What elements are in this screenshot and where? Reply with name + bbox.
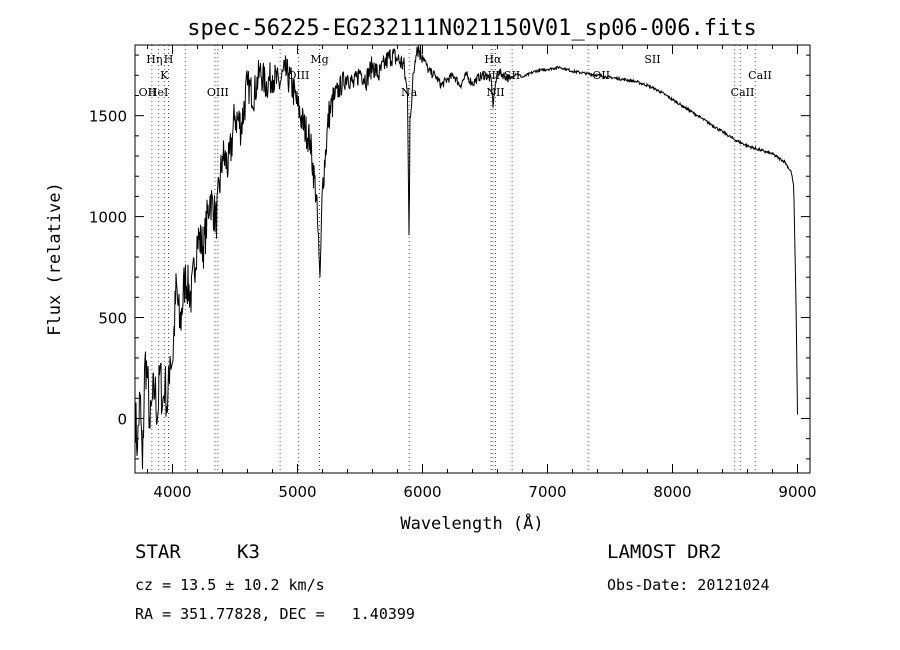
flux-series-line — [134, 44, 798, 470]
x-axis-label: Wavelength (Å) — [400, 512, 543, 534]
x-tick-label: 6000 — [403, 483, 441, 501]
y-tick-label: 1000 — [89, 209, 127, 227]
x-tick-label: 9000 — [778, 483, 816, 501]
object-class: STAR — [135, 541, 181, 563]
plot-frame — [134, 44, 811, 474]
x-axis: 4000 5000 6000 7000 8000 9000 — [147, 45, 817, 501]
line-label: SII — [644, 53, 660, 66]
ra-dec-text: RA = 351.77828, DEC = 1.40399 — [135, 605, 415, 623]
x-tick-label: 8000 — [653, 483, 691, 501]
y-axis-label: Flux (relative) — [45, 182, 65, 336]
line-label: H — [164, 53, 174, 66]
line-label: CaII — [731, 86, 755, 99]
line-label: OIII — [207, 86, 229, 99]
line-label: Hα — [484, 53, 502, 66]
redshift-text: cz = 13.5 ± 10.2 km/s — [135, 576, 325, 594]
line-label: HeI — [148, 86, 168, 99]
line-label: Na — [401, 86, 418, 99]
line-label: OIII — [287, 69, 309, 82]
line-label: CaII — [748, 69, 772, 82]
obs-date: Obs-Date: 20121024 — [607, 576, 770, 594]
line-label: Mg — [310, 53, 328, 66]
x-tick-label: 4000 — [153, 483, 191, 501]
line-label: Hη — [146, 53, 162, 66]
survey-name: LAMOST DR2 — [607, 541, 722, 563]
line-label: K — [160, 69, 169, 82]
line-label: NII — [486, 86, 504, 99]
y-tick-label: 500 — [98, 310, 127, 328]
object-subclass: K3 — [237, 541, 260, 563]
line-label: OII — [139, 86, 157, 99]
chart-title: spec-56225-EG232111N021150V01_sp06-006.f… — [187, 16, 757, 41]
x-tick-label: 5000 — [278, 483, 316, 501]
y-tick-label: 0 — [117, 410, 127, 428]
x-tick-label: 7000 — [528, 483, 566, 501]
y-tick-label: 1500 — [89, 108, 127, 126]
y-axis: 0 500 1000 1500 — [89, 54, 810, 460]
